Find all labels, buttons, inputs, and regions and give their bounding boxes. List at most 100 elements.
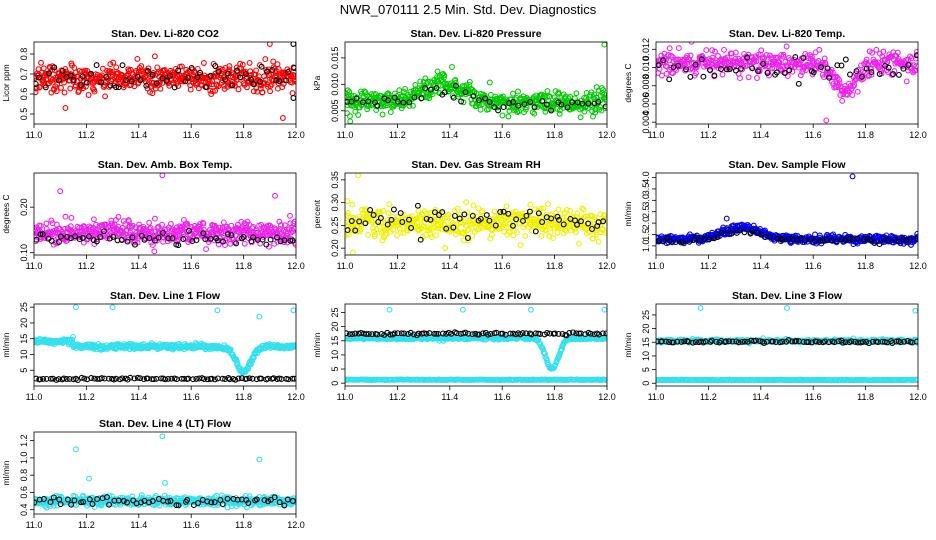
data-point	[513, 229, 520, 236]
panel-title: Stan. Dev. Li-820 Temp.	[729, 28, 845, 40]
data-point	[222, 76, 229, 83]
data-point	[485, 106, 492, 113]
data-point	[209, 88, 216, 95]
x-tick-label: 11.8	[546, 261, 563, 271]
data-point	[115, 84, 122, 91]
data-point	[849, 92, 856, 98]
data-point	[693, 232, 700, 239]
data-point	[292, 76, 296, 83]
data-point	[795, 80, 802, 87]
data-point	[355, 173, 362, 179]
data-point	[794, 236, 801, 243]
data-point	[600, 87, 607, 93]
data-point	[200, 220, 207, 227]
y-tick-label: 20	[330, 322, 340, 332]
data-point	[566, 330, 573, 336]
data-point	[431, 330, 438, 337]
data-point	[390, 206, 397, 213]
data-point	[202, 236, 209, 243]
data-point	[124, 238, 131, 245]
data-point	[58, 84, 64, 91]
data-point	[847, 71, 853, 78]
panel-title: Stan. Dev. Line 2 Flow	[421, 290, 532, 302]
y-axis-label: ml/min	[1, 332, 11, 357]
data-point	[876, 241, 883, 248]
data-point	[567, 207, 574, 214]
data-point	[666, 76, 673, 83]
data-point	[238, 218, 245, 225]
data-point	[579, 100, 586, 107]
data-point	[201, 376, 208, 382]
data-point	[159, 75, 166, 82]
data-point	[394, 330, 401, 337]
data-point	[175, 242, 182, 249]
data-point	[442, 245, 449, 251]
panel-title: Stan. Dev. Li-820 CO2	[111, 28, 219, 40]
data-point	[281, 237, 288, 244]
data-point	[375, 219, 382, 225]
data-point	[880, 48, 887, 55]
data-point	[701, 63, 708, 70]
points	[34, 304, 296, 384]
data-point	[56, 77, 62, 84]
data-point	[292, 218, 296, 225]
data-point	[441, 89, 448, 96]
data-point	[398, 330, 405, 337]
data-point	[391, 330, 398, 337]
series-1	[345, 42, 607, 124]
data-point	[410, 102, 416, 109]
plot-frame	[33, 41, 297, 125]
data-point	[384, 221, 391, 228]
data-point	[79, 73, 86, 80]
data-point	[890, 71, 897, 78]
data-point	[131, 375, 138, 382]
data-point	[433, 84, 440, 91]
data-point	[97, 233, 104, 240]
data-point	[656, 65, 663, 72]
data-point	[157, 85, 164, 92]
data-point	[786, 67, 793, 74]
data-point	[278, 222, 285, 229]
data-point	[67, 223, 74, 230]
data-point	[753, 58, 760, 65]
data-point	[377, 215, 384, 221]
data-point	[128, 78, 135, 85]
data-point	[147, 224, 154, 231]
data-point	[153, 237, 160, 244]
data-point	[53, 88, 60, 95]
data-point	[256, 62, 263, 69]
y-axis-label: Licor ppm	[1, 64, 11, 101]
data-point	[34, 375, 40, 382]
x-tick-label: 11.2	[389, 392, 406, 402]
data-point	[821, 55, 828, 62]
data-point	[183, 66, 190, 73]
data-point	[149, 90, 156, 97]
data-point	[560, 221, 567, 228]
data-point	[134, 55, 141, 62]
series-1	[656, 42, 918, 124]
data-point	[732, 67, 739, 74]
data-point	[905, 62, 912, 69]
data-point	[287, 237, 294, 244]
data-point	[688, 42, 695, 45]
data-point	[463, 199, 470, 206]
data-point	[62, 105, 69, 111]
data-point	[500, 208, 507, 215]
x-tick-label: 11.2	[700, 130, 717, 140]
data-point	[237, 74, 244, 81]
data-point	[67, 85, 74, 92]
data-point	[70, 333, 76, 340]
data-point	[465, 237, 472, 244]
series-1	[656, 173, 918, 248]
data-point	[249, 375, 256, 382]
data-point	[487, 331, 494, 337]
data-point	[914, 236, 918, 243]
data-point	[465, 226, 472, 233]
data-point	[97, 79, 104, 86]
data-point	[601, 212, 607, 219]
data-point	[250, 234, 256, 241]
data-point	[703, 47, 710, 54]
data-point	[465, 330, 472, 337]
series-2	[345, 82, 607, 114]
data-point	[431, 224, 438, 231]
